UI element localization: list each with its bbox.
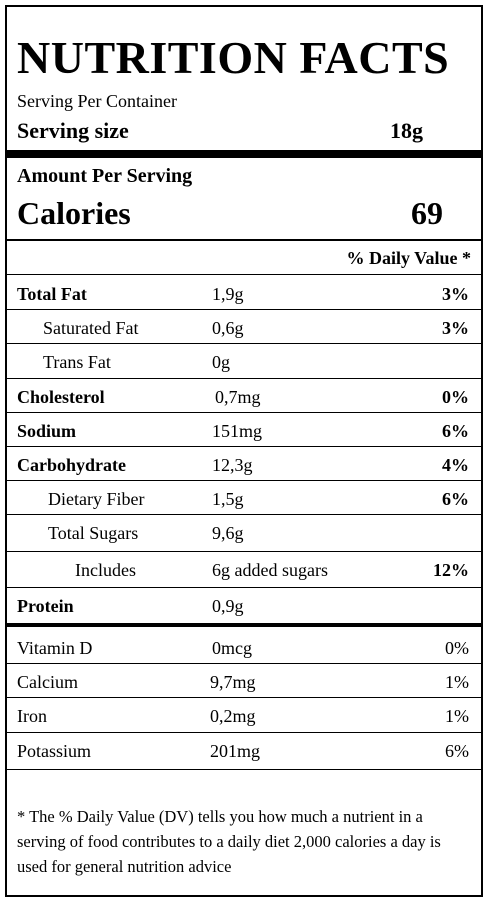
- thick-rule: [7, 150, 481, 158]
- vitamin-amount: 201mg: [210, 741, 261, 761]
- title: NUTRITION FACTS: [17, 32, 450, 83]
- calories-label: Calories: [17, 195, 131, 231]
- nutrient-name: Includes: [75, 560, 136, 580]
- serving-size-label: Serving size: [17, 118, 129, 143]
- vitamin-amount: 0mcg: [212, 638, 252, 658]
- nutrient-dv: 0%: [442, 387, 469, 407]
- nutrient-name: Cholesterol: [17, 387, 105, 407]
- nutrient-dv: 6%: [442, 421, 469, 441]
- nutrient-amount: 9,6g: [212, 523, 244, 543]
- rule: [7, 587, 481, 588]
- nutrient-dv: 3%: [442, 318, 469, 338]
- nutrient-name: Protein: [17, 596, 74, 616]
- servings-label: Serving Per Container: [17, 91, 177, 111]
- nutrient-name: Dietary Fiber: [48, 489, 145, 509]
- rule: [7, 378, 481, 379]
- nutrient-dv: 12%: [433, 560, 469, 580]
- nutrient-dv: 3%: [442, 284, 469, 304]
- vitamin-dv: 6%: [445, 741, 469, 761]
- nutrition-label: NUTRITION FACTS Serving Per Container Se…: [5, 5, 483, 897]
- nutrient-name: Trans Fat: [43, 352, 111, 372]
- nutrient-amount: 0g: [212, 352, 230, 372]
- rule: [7, 732, 481, 733]
- nutrient-name: Total Fat: [17, 284, 87, 304]
- nutrient-name: Sodium: [17, 421, 77, 441]
- vitamin-name: Potassium: [17, 741, 92, 761]
- vitamin-amount: 9,7mg: [210, 672, 256, 692]
- rule: [7, 343, 481, 344]
- vitamin-dv: 1%: [445, 672, 469, 692]
- rule: [7, 412, 481, 413]
- rule: [7, 663, 481, 664]
- nutrient-name: Saturated Fat: [43, 318, 139, 338]
- nutrient-amount: 12,3g: [212, 455, 253, 475]
- vitamin-name: Calcium: [17, 672, 78, 692]
- rule: [7, 309, 481, 310]
- nutrient-amount: 0,6g: [212, 318, 244, 338]
- nutrient-amount: 1,9g: [212, 284, 244, 304]
- nutrient-dv: 6%: [442, 489, 469, 509]
- rule: [7, 769, 481, 770]
- nutrient-amount: 0,7mg: [215, 387, 261, 407]
- serving-size: 18g: [390, 118, 423, 143]
- rule: [7, 697, 481, 698]
- rule: [7, 480, 481, 481]
- amount-per-serving: Amount Per Serving: [17, 165, 193, 187]
- nutrient-amount: 151mg: [212, 421, 263, 441]
- rule: [7, 446, 481, 447]
- vitamin-name: Iron: [17, 706, 47, 726]
- thick-rule: [7, 623, 481, 627]
- vitamin-dv: 1%: [445, 706, 469, 726]
- nutrient-name: Total Sugars: [48, 523, 139, 543]
- vitamin-name: Vitamin D: [17, 638, 93, 658]
- nutrient-amount: 0,9g: [212, 596, 244, 616]
- rule: [7, 239, 481, 241]
- vitamin-dv: 0%: [445, 638, 469, 658]
- rule: [7, 551, 481, 552]
- nutrient-amount: 6g added sugars: [212, 560, 328, 580]
- rule: [7, 274, 481, 275]
- footnote: * The % Daily Value (DV) tells you how m…: [17, 807, 441, 876]
- calories-value: 69: [411, 195, 443, 231]
- rule: [7, 514, 481, 515]
- vitamin-amount: 0,2mg: [210, 706, 256, 726]
- nutrient-dv: 4%: [442, 455, 469, 475]
- daily-value-header: % Daily Value *: [346, 248, 471, 268]
- nutrient-name: Carbohydrate: [17, 455, 126, 475]
- nutrient-amount: 1,5g: [212, 489, 244, 509]
